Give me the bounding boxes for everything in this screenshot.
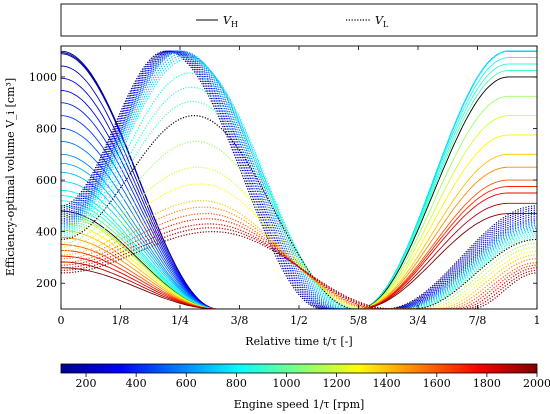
y-tick-label: 200 <box>36 277 57 290</box>
vl-line-650rpm <box>61 52 537 309</box>
vl-line-350rpm <box>61 50 537 309</box>
vh-line-1500rpm <box>61 166 537 309</box>
colorbar-tick-label: 200 <box>76 377 97 390</box>
vh-line-2000rpm <box>61 213 537 309</box>
x-tick-label: 3/4 <box>409 314 427 327</box>
colorbar: 200 400 600 800 1000 1200 1400 1600 1800 2000 Eng… <box>60 363 550 411</box>
legend-label-vh: VH <box>223 14 238 29</box>
x-tick-label: 7/8 <box>469 314 487 327</box>
x-tick-label: 3/8 <box>231 314 249 327</box>
vh-line-1100rpm <box>61 95 537 309</box>
vl-line-1200rpm <box>61 166 537 309</box>
vh-line-1200rpm <box>61 115 537 309</box>
vl-line-1000rpm <box>61 114 537 309</box>
vl-line-250rpm <box>61 50 537 309</box>
colorbar-label: Engine speed 1/τ [rpm] <box>234 398 365 411</box>
vh-line-1700rpm <box>61 186 537 309</box>
colorbar-tick-label: 1200 <box>323 377 351 390</box>
vl-line-100rpm <box>61 50 537 309</box>
x-tick-label: 1/4 <box>171 314 189 327</box>
legend: VH VL <box>60 3 538 37</box>
vh-line-900rpm <box>61 63 537 309</box>
vl-line-700rpm <box>61 54 537 309</box>
x-axis: 0 1/8 1/4 3/8 1/2 5/8 3/4 7/8 1 <box>58 46 541 327</box>
vl-line-300rpm <box>61 50 537 309</box>
y-axis-label: Efficiency-optimal volume V_i [cm³] <box>4 78 17 276</box>
vl-line-950rpm <box>61 100 537 309</box>
vh-line-1400rpm <box>61 153 537 309</box>
vl-line-400rpm <box>61 50 537 309</box>
x-tick-label: 1/2 <box>290 314 308 327</box>
x-axis-label: Relative time t/τ [-] <box>245 335 352 348</box>
plot-area: 0 1/8 1/4 3/8 1/2 5/8 3/4 7/8 1 200 400 600 800 1000… <box>4 45 541 348</box>
series-layer <box>61 50 537 309</box>
colorbar-tick-label: 800 <box>226 377 247 390</box>
vh-line-950rpm <box>61 70 537 309</box>
vl-line-450rpm <box>61 50 537 309</box>
vl-line-150rpm <box>61 50 537 309</box>
x-tick-label: 1/8 <box>112 314 130 327</box>
vh-line-1300rpm <box>61 134 537 309</box>
x-tick-label: 5/8 <box>350 314 368 327</box>
y-tick-label: 800 <box>36 123 57 136</box>
colorbar-tick-label: 2000 <box>523 377 550 390</box>
vh-line-1000rpm <box>61 76 537 309</box>
vh-line-850rpm <box>61 57 537 309</box>
y-tick-label: 1000 <box>29 71 57 84</box>
vl-line-1400rpm <box>61 200 537 309</box>
colorbar-tick-label: 1000 <box>272 377 300 390</box>
colorbar-tick-label: 400 <box>126 377 147 390</box>
y-tick-label: 400 <box>36 226 57 239</box>
vl-line-1100rpm <box>61 140 537 309</box>
vl-line-900rpm <box>61 86 537 309</box>
vh-line-800rpm <box>61 50 537 309</box>
colorbar-tick-label: 1400 <box>373 377 401 390</box>
vl-line-600rpm <box>61 50 537 309</box>
x-tick-label: 1 <box>534 314 541 327</box>
colorbar-tick-label: 1600 <box>423 377 451 390</box>
vl-line-200rpm <box>61 50 537 309</box>
y-axis: 200 400 600 800 1000 <box>29 71 537 290</box>
vh-line-1600rpm <box>61 179 537 309</box>
vl-line-850rpm <box>61 72 537 309</box>
vl-line-2000rpm <box>61 230 537 309</box>
colorbar-ticks: 200 400 600 800 1000 1200 1400 1600 1800 2000 <box>76 373 550 390</box>
y-tick-label: 600 <box>36 174 57 187</box>
legend-label-vl: VL <box>375 14 389 29</box>
colorbar-tick-label: 1800 <box>473 377 501 390</box>
x-tick-label: 0 <box>58 314 65 327</box>
legend-box <box>60 3 538 37</box>
vl-line-500rpm <box>61 50 537 309</box>
vh-line-1900rpm <box>61 202 537 309</box>
vh-line-1800rpm <box>61 192 537 309</box>
colorbar-gradient <box>60 363 538 374</box>
colorbar-tick-label: 600 <box>176 377 197 390</box>
vl-line-550rpm <box>61 50 537 309</box>
